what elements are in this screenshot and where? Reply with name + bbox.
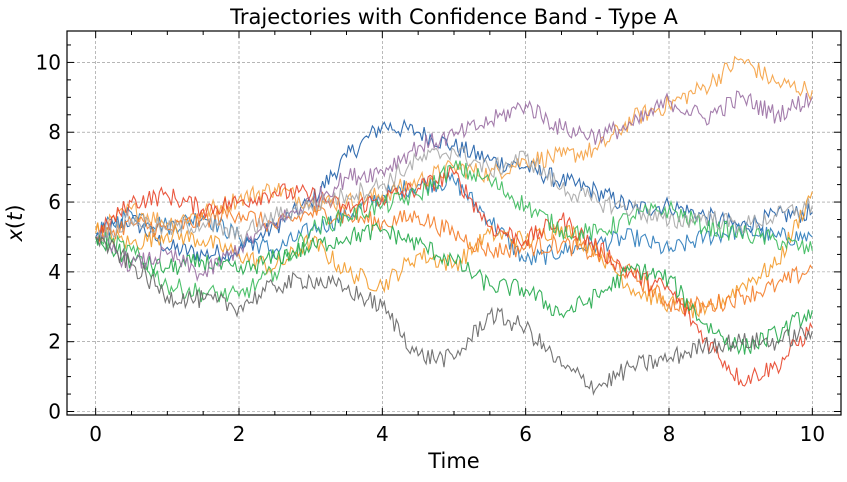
axis-ticks: 0 2 4 6 8 10 0 2 4 6 8 10 (36, 31, 841, 446)
x-tick-label: 6 (519, 422, 532, 446)
x-axis-label: Time (427, 449, 479, 473)
series-line-6 (95, 165, 813, 387)
y-tick-label: 4 (48, 260, 61, 284)
series-line-2 (95, 172, 813, 266)
chart-title: Trajectories with Confidence Band - Type… (229, 5, 678, 29)
y-tick-label: 6 (48, 190, 61, 214)
series-line-1 (95, 118, 813, 264)
y-axis-label: x(t) (3, 204, 27, 242)
x-tick-label: 4 (376, 422, 389, 446)
x-tick-label: 0 (89, 422, 102, 446)
x-tick-label: 8 (663, 422, 676, 446)
y-tick-label: 8 (48, 120, 61, 144)
series-line-5 (95, 204, 813, 315)
series-lines (95, 55, 813, 396)
y-tick-label: 0 (48, 400, 61, 424)
x-tick-label: 10 (800, 422, 825, 446)
series-line-4 (95, 191, 813, 319)
y-tick-label: 10 (36, 50, 61, 74)
series-line-9 (95, 90, 813, 283)
series-line-11 (95, 236, 813, 396)
x-tick-label: 2 (233, 422, 246, 446)
y-tick-label: 2 (48, 330, 61, 354)
series-line-10 (95, 146, 813, 246)
